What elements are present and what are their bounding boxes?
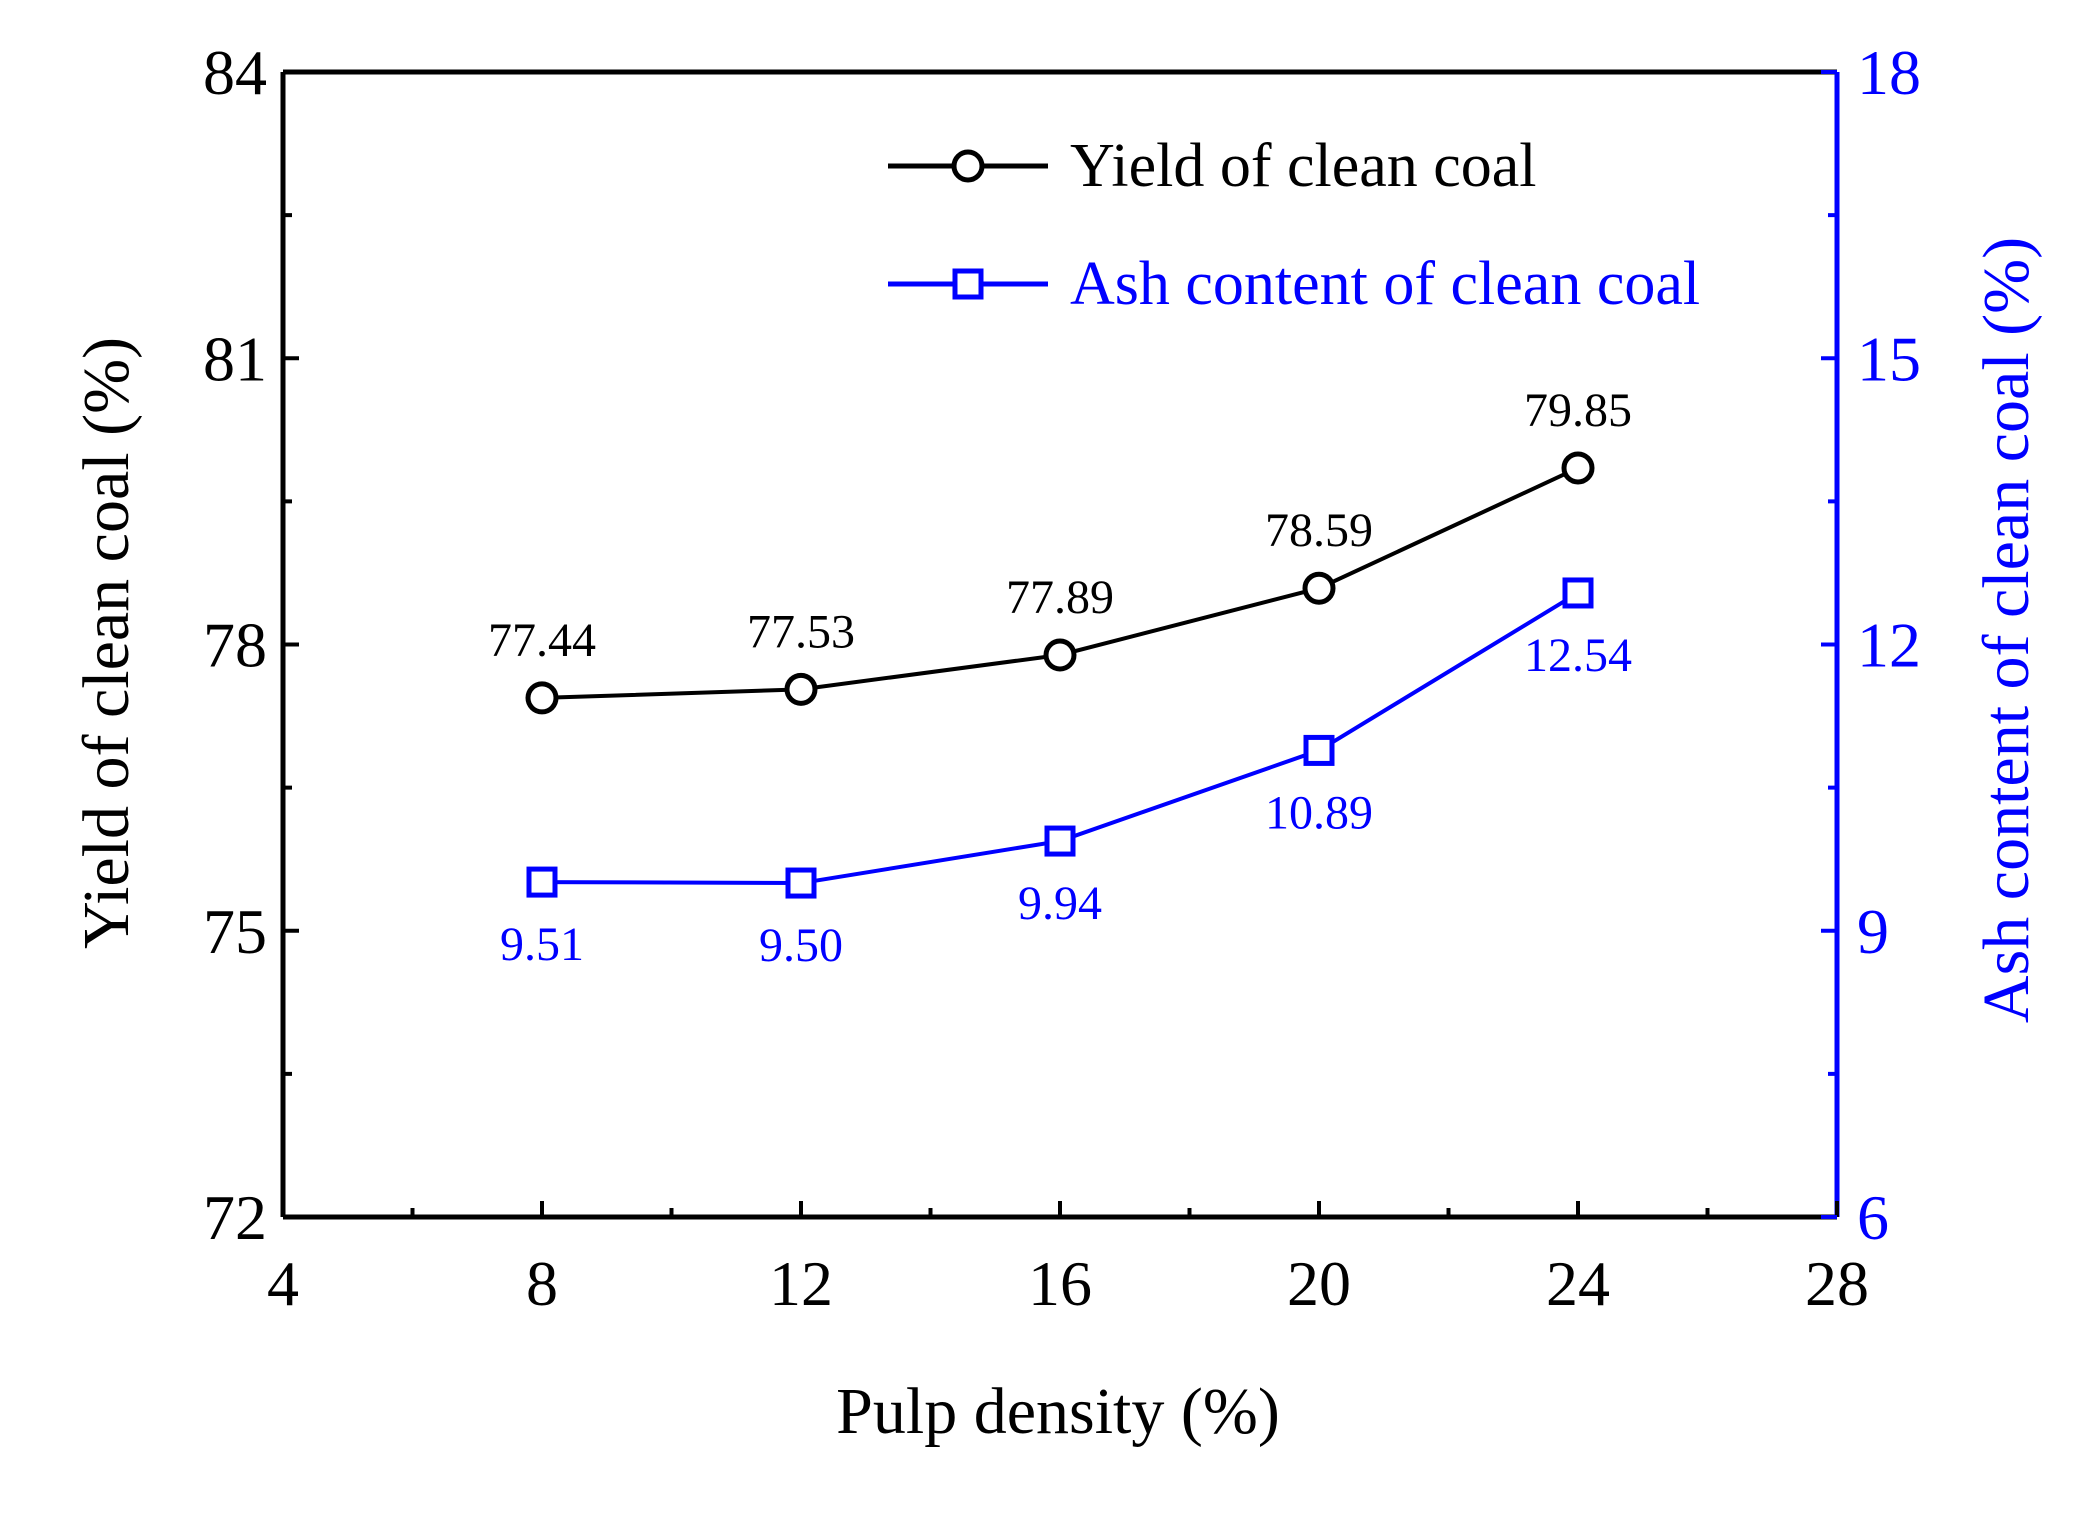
yield-label-24: 79.85 bbox=[1524, 384, 1632, 437]
y-tick-label-75: 75 bbox=[203, 896, 267, 967]
x-axis-title: Pulp density (%) bbox=[836, 1375, 1280, 1448]
y2-axis-title: Ash content of clean coal (%) bbox=[1970, 237, 2043, 1023]
axis-ticks: 4 8 12 16 20 24 28 72 75 78 81 84 6 9 12 15 18 bbox=[203, 37, 1921, 1319]
data-point-yield-24 bbox=[1561, 451, 1595, 485]
yield-label-8: 77.44 bbox=[488, 614, 596, 667]
y-tick-label-81: 81 bbox=[203, 323, 267, 394]
y2-tick-label-6: 6 bbox=[1857, 1182, 1889, 1253]
x-tick-label-16: 16 bbox=[1028, 1248, 1092, 1319]
data-point-yield-20 bbox=[1302, 571, 1336, 605]
data-point-ash-8 bbox=[526, 866, 558, 898]
y2-tick-label-12: 12 bbox=[1857, 610, 1921, 681]
y-tick-label-84: 84 bbox=[203, 37, 267, 108]
x-tick-label-24: 24 bbox=[1546, 1248, 1610, 1319]
ash-label-24: 12.54 bbox=[1524, 629, 1632, 682]
x-tick-label-28: 28 bbox=[1805, 1248, 1869, 1319]
x-tick-label-4: 4 bbox=[267, 1248, 299, 1319]
legend: Yield of clean coal Ash content of clean… bbox=[888, 132, 1700, 318]
data-point-yield-12 bbox=[784, 672, 818, 706]
series-layer bbox=[525, 451, 1595, 899]
data-labels: 77.44 77.53 77.89 78.59 79.85 9.51 9.50 9.94 10.… bbox=[488, 384, 1632, 972]
ash-label-12: 9.50 bbox=[759, 919, 843, 972]
data-point-yield-8 bbox=[525, 681, 559, 715]
legend-marker-ash bbox=[952, 268, 984, 300]
data-point-ash-16 bbox=[1044, 825, 1076, 857]
y-tick-label-72: 72 bbox=[203, 1182, 267, 1253]
ash-label-20: 10.89 bbox=[1265, 786, 1373, 839]
y2-tick-label-18: 18 bbox=[1857, 37, 1921, 108]
data-point-ash-20 bbox=[1303, 734, 1335, 766]
y2-tick-label-15: 15 bbox=[1857, 323, 1921, 394]
legend-label-ash: Ash content of clean coal bbox=[1070, 250, 1700, 318]
y-tick-label-78: 78 bbox=[203, 610, 267, 681]
ash-label-8: 9.51 bbox=[500, 918, 584, 971]
x-tick-label-12: 12 bbox=[769, 1248, 833, 1319]
legend-label-yield: Yield of clean coal bbox=[1070, 132, 1537, 200]
ash-label-16: 9.94 bbox=[1018, 877, 1102, 930]
data-point-ash-12 bbox=[785, 867, 817, 899]
y2-tick-label-9: 9 bbox=[1857, 896, 1889, 967]
x-tick-label-8: 8 bbox=[526, 1248, 558, 1319]
yield-label-20: 78.59 bbox=[1265, 504, 1373, 557]
yield-label-12: 77.53 bbox=[747, 605, 855, 658]
data-point-ash-24 bbox=[1562, 577, 1594, 609]
x-tick-label-20: 20 bbox=[1287, 1248, 1351, 1319]
data-point-yield-16 bbox=[1043, 638, 1077, 672]
legend-marker-yield bbox=[951, 149, 985, 183]
y-axis-title: Yield of clean coal (%) bbox=[70, 337, 143, 949]
yield-label-16: 77.89 bbox=[1006, 571, 1114, 624]
